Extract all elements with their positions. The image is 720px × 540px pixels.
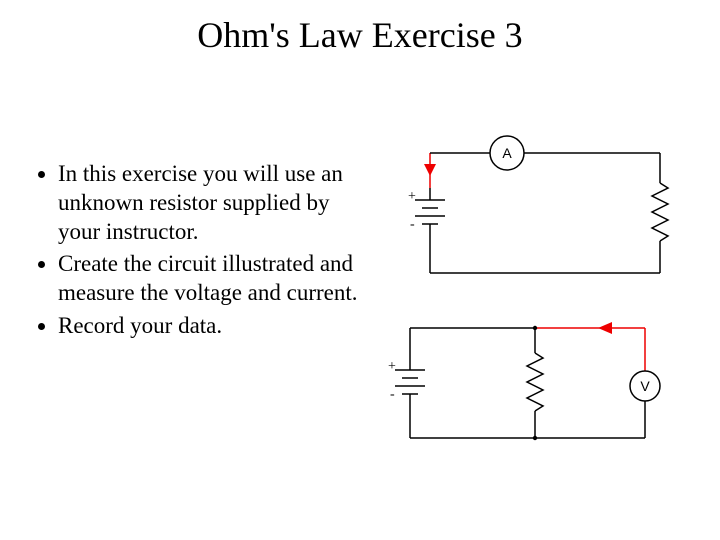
page-title: Ohm's Law Exercise 3 <box>0 14 720 56</box>
slide: Ohm's Law Exercise 3 In this exercise yo… <box>0 0 720 540</box>
circuit-ammeter: + - A <box>380 128 690 298</box>
battery-negative-label: - <box>390 387 395 402</box>
list-item: In this exercise you will use an unknown… <box>58 160 371 246</box>
current-arrow-icon <box>598 322 612 334</box>
current-arrow-icon <box>424 164 436 176</box>
battery-positive-label: + <box>388 359 396 374</box>
ammeter-label: A <box>502 145 512 161</box>
battery-positive-label: + <box>408 189 416 204</box>
junction-dot-icon <box>533 436 537 440</box>
wire-group <box>410 328 645 438</box>
circuit-diagrams: + - A <box>380 128 710 488</box>
resistor-icon <box>527 353 543 411</box>
bullet-list-container: In this exercise you will use an unknown… <box>36 160 371 345</box>
circuit-voltmeter: + - V <box>380 298 690 468</box>
junction-dot-icon <box>533 326 537 330</box>
battery-icon <box>395 358 425 398</box>
voltmeter-label: V <box>640 378 650 394</box>
list-item: Create the circuit illustrated and measu… <box>58 250 371 308</box>
resistor-icon <box>652 183 668 241</box>
bullet-list: In this exercise you will use an unknown… <box>36 160 371 341</box>
list-item: Record your data. <box>58 312 371 341</box>
wire-group <box>430 153 668 273</box>
battery-negative-label: - <box>410 217 415 232</box>
battery-icon <box>415 188 445 228</box>
